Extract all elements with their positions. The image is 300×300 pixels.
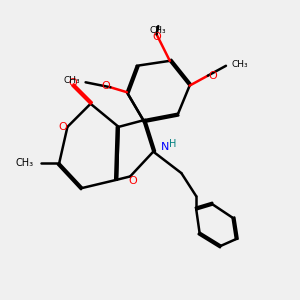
Text: CH₃: CH₃ xyxy=(150,26,166,35)
Text: CH₃: CH₃ xyxy=(232,60,248,69)
Text: H: H xyxy=(169,139,176,149)
Text: O: O xyxy=(129,176,137,186)
Text: O: O xyxy=(101,81,110,91)
Text: CH₃: CH₃ xyxy=(16,158,34,168)
Text: O: O xyxy=(58,122,68,132)
Text: O: O xyxy=(68,78,77,88)
Text: CH₃: CH₃ xyxy=(63,76,80,85)
Text: N: N xyxy=(161,142,170,152)
Text: O: O xyxy=(152,32,161,42)
Text: O: O xyxy=(209,71,218,81)
